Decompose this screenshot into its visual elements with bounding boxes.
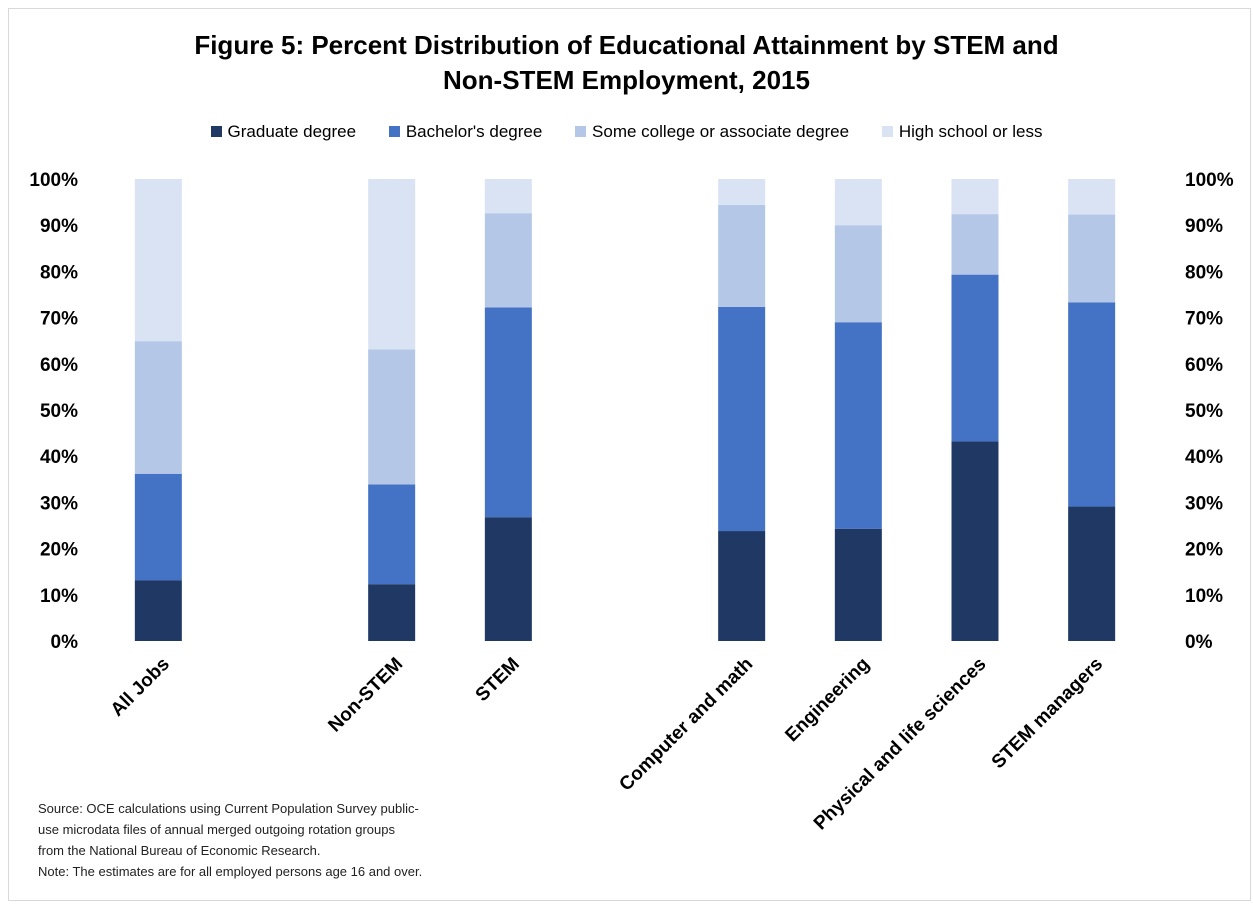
legend-swatch [881, 126, 893, 137]
bar-segment [834, 322, 882, 529]
y-tick-label-left: 0% [51, 632, 79, 653]
y-tick-label-left: 60% [40, 355, 78, 376]
y-tick-label-right: 80% [1185, 262, 1223, 283]
legend-item-bachelors: Bachelor's degree [388, 122, 543, 142]
bar-segment [134, 473, 182, 581]
bar-segment [1068, 214, 1116, 303]
bar-segment [951, 179, 999, 215]
y-tick-label-left: 80% [40, 262, 78, 283]
legend-label: Some college or associate degree [592, 122, 850, 141]
y-tick-label-left: 90% [40, 216, 78, 237]
bar-segment [484, 517, 532, 641]
x-tick-label: Non-STEM [324, 654, 407, 737]
legend-label: Bachelor's degree [405, 122, 543, 141]
bar-segment [484, 213, 532, 308]
bar-segment [484, 179, 532, 214]
y-tick-label-right: 30% [1185, 493, 1223, 514]
chart-title-line-2: Non-STEM Employment, 2015 [443, 65, 810, 95]
source-line: from the National Bureau of Economic Res… [38, 843, 321, 858]
y-tick-label-left: 20% [40, 540, 78, 561]
chart-title: Figure 5: Percent Distribution of Educat… [0, 28, 1253, 98]
bar-segment [834, 528, 882, 641]
bar-segment [368, 584, 416, 641]
x-tick-label: STEM managers [988, 654, 1107, 773]
y-tick-label-right: 20% [1185, 540, 1223, 561]
bar-segment [368, 349, 416, 485]
bar-segment [834, 179, 882, 226]
y-tick-label-left: 10% [40, 586, 78, 607]
note-line: Note: The estimates are for all employed… [38, 864, 423, 879]
y-tick-label-right: 0% [1185, 632, 1213, 653]
legend-item-graduate: Graduate degree [210, 122, 357, 142]
bar-segment [134, 179, 182, 342]
x-tick-label: Computer and math [615, 654, 757, 796]
legend-item-some-college: Some college or associate degree [575, 122, 849, 142]
x-tick-label: All Jobs [107, 654, 174, 721]
bar-segment [718, 204, 766, 307]
y-tick-label-right: 50% [1185, 401, 1223, 422]
legend-item-high-school: High school or less [881, 122, 1043, 142]
bar-segment [718, 306, 766, 532]
bar-segment [134, 341, 182, 474]
legend-swatch [575, 126, 587, 137]
legend-label: Graduate degree [227, 122, 357, 141]
bar-segment [951, 214, 999, 275]
bar-segment [368, 179, 416, 350]
legend-swatch [210, 126, 222, 137]
y-tick-label-right: 40% [1185, 447, 1223, 468]
bar-segment [834, 225, 882, 323]
bar-segment [951, 274, 999, 442]
bar-segment [951, 441, 999, 641]
bar-segment [484, 307, 532, 518]
chart-title-line-1: Figure 5: Percent Distribution of Educat… [194, 30, 1059, 60]
y-tick-label-left: 40% [40, 447, 78, 468]
chart-frame [8, 8, 1251, 901]
source-line: Source: OCE calculations using Current P… [38, 801, 419, 816]
source-line: use microdata files of annual merged out… [38, 822, 395, 837]
bar-segment [134, 580, 182, 641]
y-tick-label-left: 30% [40, 493, 78, 514]
legend-label: High school or less [898, 122, 1043, 141]
y-tick-label-right: 10% [1185, 586, 1223, 607]
y-tick-label-right: 60% [1185, 355, 1223, 376]
y-tick-label-right: 70% [1185, 309, 1223, 330]
bar-segment [368, 484, 416, 585]
bar-segment [718, 531, 766, 641]
x-tick-label: STEM [472, 654, 524, 706]
legend-swatch [388, 126, 400, 137]
source-note: Source: OCE calculations using Current P… [38, 798, 422, 882]
legend: Graduate degree Bachelor's degree Some c… [0, 122, 1253, 142]
y-tick-label-right: 100% [1185, 170, 1234, 191]
y-tick-label-left: 100% [29, 170, 78, 191]
x-tick-label: Engineering [781, 654, 873, 746]
bar-segment [1068, 506, 1116, 641]
bar-segment [1068, 302, 1116, 507]
y-tick-label-right: 90% [1185, 216, 1223, 237]
y-tick-label-left: 50% [40, 401, 78, 422]
bar-segment [718, 179, 766, 205]
y-tick-label-left: 70% [40, 309, 78, 330]
bar-segment [1068, 179, 1116, 215]
